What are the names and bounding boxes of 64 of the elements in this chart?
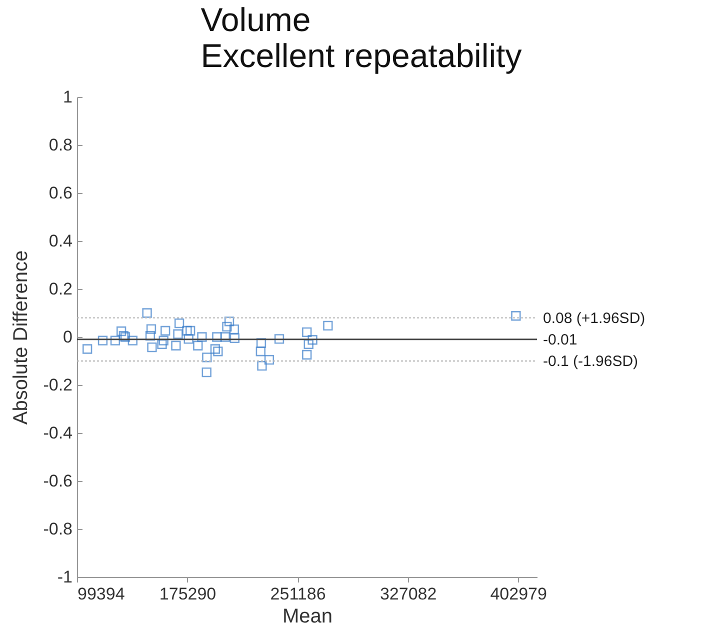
point	[230, 333, 240, 344]
point	[193, 340, 203, 350]
ref-line-label: -0.1 (-1.96SD)	[543, 353, 638, 370]
point	[257, 360, 267, 371]
point	[197, 332, 207, 342]
point	[142, 308, 152, 318]
point	[146, 324, 156, 334]
point	[98, 336, 108, 346]
point	[116, 326, 126, 336]
y-tick-label: 0.8	[48, 136, 72, 154]
point	[186, 326, 196, 336]
y-tick-label: 0	[63, 328, 72, 346]
point	[229, 324, 240, 334]
point	[145, 330, 156, 341]
x-axis-title: Mean	[282, 606, 333, 628]
point	[256, 346, 266, 356]
point	[224, 316, 234, 326]
y-tick-label: -0.6	[43, 472, 72, 490]
point	[511, 311, 521, 321]
point	[323, 320, 333, 331]
point	[212, 332, 222, 342]
chart-subtitle: Excellent repeatability	[200, 37, 522, 74]
y-tick-label: -0.8	[43, 520, 72, 538]
point	[304, 339, 314, 350]
point	[213, 346, 223, 356]
point	[202, 352, 212, 362]
ref-line-label: 0.08 (+1.96SD)	[543, 310, 646, 327]
point	[210, 344, 220, 354]
x-tick-label: 327082	[380, 584, 437, 604]
point	[220, 332, 230, 342]
point	[256, 338, 266, 348]
point	[302, 350, 312, 360]
y-tick-label: -1	[57, 568, 72, 586]
y-tick-label: 1	[63, 88, 72, 106]
point	[171, 340, 181, 350]
point	[274, 334, 284, 344]
point	[182, 326, 192, 336]
point	[302, 327, 312, 338]
x-tick-label: 99394	[78, 584, 125, 604]
point	[128, 336, 138, 346]
x-tick-label: 402979	[490, 584, 547, 604]
y-tick-label: -0.4	[43, 424, 72, 442]
point	[158, 336, 168, 346]
y-tick-label: -0.2	[43, 376, 72, 394]
chart-title: Volume	[200, 1, 311, 38]
point	[222, 322, 232, 332]
point	[174, 318, 184, 328]
ref-line-label: -0.01	[543, 331, 578, 348]
x-tick-label: 251186	[270, 584, 326, 604]
point	[82, 344, 92, 354]
y-tick-label: 0.4	[48, 232, 72, 250]
point	[157, 339, 167, 350]
y-axis-title: Absolute Difference	[10, 250, 32, 425]
point	[160, 326, 170, 336]
point	[308, 335, 318, 345]
y-tick-label: 0.6	[48, 184, 72, 202]
point	[184, 334, 194, 344]
point	[110, 336, 120, 346]
point	[264, 354, 274, 365]
point	[202, 367, 212, 378]
point	[147, 342, 157, 352]
point	[173, 329, 183, 339]
x-tick-label: 175290	[159, 584, 216, 604]
y-tick-label: 0.2	[48, 280, 72, 298]
